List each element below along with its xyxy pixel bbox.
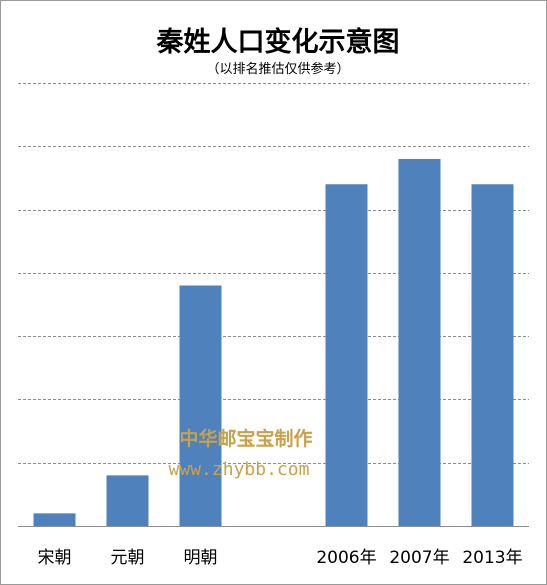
chart-subtitle: （以排名推估仅供参考） xyxy=(206,61,349,77)
chart-title: 秦姓人口变化示意图 xyxy=(156,26,400,58)
x-tick-label: 元朝 xyxy=(111,548,145,568)
bar xyxy=(471,184,514,526)
bar xyxy=(398,158,441,526)
gridlines xyxy=(18,83,529,464)
bars xyxy=(33,158,514,526)
bar xyxy=(179,285,222,526)
x-tick-label: 2006年 xyxy=(316,548,376,568)
x-tick-label: 宋朝 xyxy=(38,548,72,568)
x-tick-label: 2013年 xyxy=(462,548,522,568)
x-tick-label: 明朝 xyxy=(184,548,218,568)
bar xyxy=(106,475,149,526)
watermark-text: 中华邮宝宝制作 xyxy=(179,427,312,450)
x-axis-tick-labels: 宋朝 元朝 明朝 2006年 2007年 2013年 xyxy=(38,548,523,568)
bar xyxy=(325,184,368,526)
watermark-url: www.zhybb.com xyxy=(169,459,310,480)
bar xyxy=(33,513,76,526)
x-tick-label: 2007年 xyxy=(389,548,449,568)
